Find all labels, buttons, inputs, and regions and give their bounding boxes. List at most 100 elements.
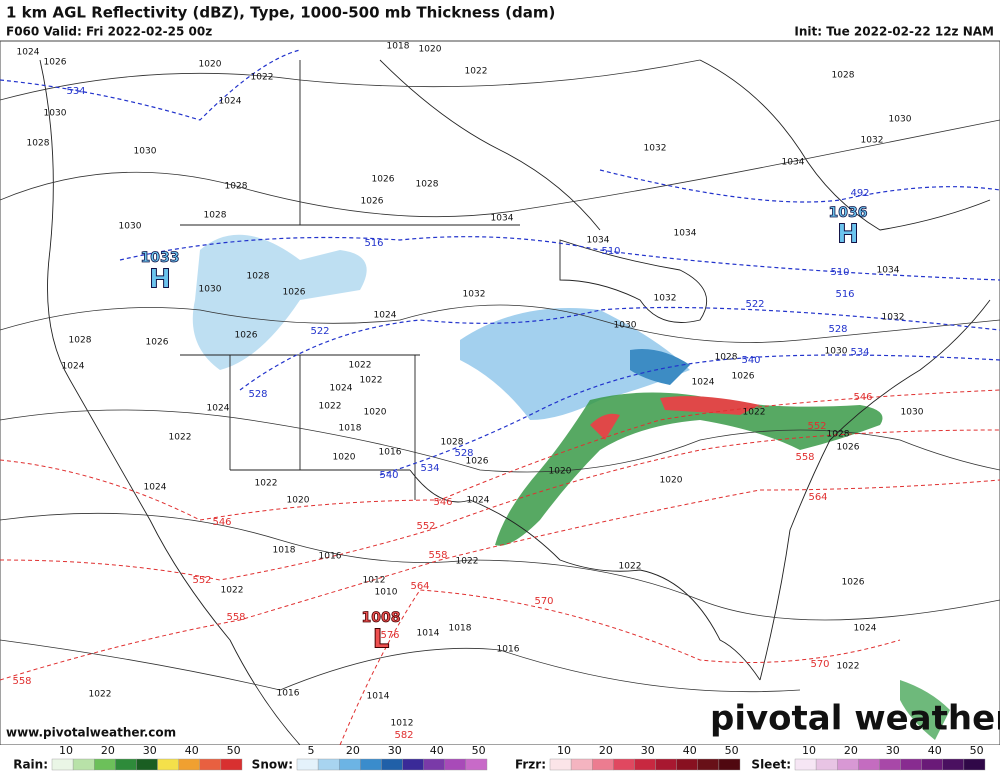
legend-tick: 50 [970, 744, 984, 757]
isobar-label: 1032 [654, 294, 677, 304]
legend-tick: 40 [185, 744, 199, 757]
thickness-label: 546 [853, 392, 872, 403]
isobar-label: 1028 [441, 438, 464, 448]
legend-swatch [921, 758, 943, 771]
isobar-label: 1022 [619, 562, 642, 572]
thickness-label: 522 [745, 299, 764, 310]
legend-swatch [157, 758, 179, 771]
isobar-label: 1024 [854, 624, 877, 634]
isobar-label: 1020 [199, 60, 222, 70]
legend-tick: 30 [143, 744, 157, 757]
isobar-label: 1034 [491, 214, 514, 224]
thickness-label: 576 [380, 630, 399, 641]
legend-tick: 50 [725, 744, 739, 757]
legend-swatch [94, 758, 116, 771]
isobar-label: 1022 [255, 479, 278, 489]
thickness-label: 516 [835, 289, 854, 300]
legend-swatch [51, 758, 74, 771]
legend-swatch [220, 758, 243, 771]
isobar-label: 1020 [419, 45, 442, 55]
watermark: pivotal weather [710, 699, 1000, 739]
legend-swatch [317, 758, 340, 771]
thickness-label: 534 [66, 86, 85, 97]
legend-tick: 10 [59, 744, 73, 757]
legend-swatch [879, 758, 901, 771]
isobar-label: 1028 [832, 71, 855, 81]
valid-time: F060 Valid: Fri 2022-02-25 00z [6, 25, 212, 39]
thickness-label: 516 [364, 238, 383, 249]
thickness-label: 510 [830, 267, 849, 278]
legend-tick: 50 [227, 744, 241, 757]
isobar-label: 1024 [144, 483, 167, 493]
pressure-center-value: 1033 [141, 250, 180, 266]
legend-swatch [963, 758, 986, 771]
pressure-center-value: 1008 [362, 610, 401, 626]
thickness-label: 534 [850, 347, 869, 358]
thickness-label: 558 [795, 452, 814, 463]
isobar-label: 1030 [614, 321, 637, 331]
isobar-label: 1016 [379, 448, 402, 458]
isobar-label: 1024 [219, 97, 242, 107]
isobar-label: 1026 [837, 443, 860, 453]
isobar-label: 1018 [339, 424, 362, 434]
legend-tick: 10 [802, 744, 816, 757]
legend: Rain: 10 20 30 40 50 Snow: 5 20 30 40 50 Frzr: 10 20 30… [13, 744, 986, 772]
thickness-label: 558 [226, 612, 245, 623]
isobar-label: 1022 [169, 433, 192, 443]
legend-swatch [858, 758, 880, 771]
legend-swatch [465, 758, 488, 771]
legend-tick: 10 [557, 744, 571, 757]
thickness-label: 570 [810, 659, 829, 670]
legend-label: Sleet: [751, 758, 791, 772]
isobar-label: 1024 [467, 496, 490, 506]
legend-tick: 20 [346, 744, 360, 757]
isobar-label: 1024 [17, 48, 40, 58]
isobar-label: 1014 [417, 629, 440, 639]
pressure-center-value: 1036 [829, 205, 868, 221]
map-area [0, 40, 1000, 746]
thickness-label: 546 [433, 497, 452, 508]
map-labels: 1024 1026 1020 1022 1024 1030 1028 1030 1026 1028… [12, 42, 923, 742]
isobar-label: 1020 [287, 496, 310, 506]
isobar-label: 1024 [207, 404, 230, 414]
legend-tick: 50 [472, 744, 486, 757]
isobar-label: 1026 [842, 578, 865, 588]
thickness-label: 552 [416, 521, 435, 532]
isobar-label: 1026 [44, 58, 67, 68]
legend-tick: 40 [683, 744, 697, 757]
isobar-label: 1030 [44, 109, 67, 119]
isobar-label: 1022 [89, 690, 112, 700]
thickness-label: 528 [248, 389, 267, 400]
isobar-label: 1028 [204, 211, 227, 221]
init-time: Init: Tue 2022-02-22 12z NAM [794, 25, 994, 39]
isobar-label: 1020 [660, 476, 683, 486]
pressure-center-symbol: H [149, 265, 171, 295]
isobar-label: 1022 [837, 662, 860, 672]
isobar-label: 1028 [715, 353, 738, 363]
legend-tick: 5 [308, 744, 315, 757]
legend-tick: 30 [641, 744, 655, 757]
isobar-label: 1012 [363, 576, 386, 586]
isobar-label: 1034 [877, 266, 900, 276]
thickness-label: 558 [12, 676, 31, 687]
isobar-label: 1030 [134, 147, 157, 157]
isobar-label: 1018 [387, 42, 410, 52]
thickness-label: 570 [534, 596, 553, 607]
isobar-label: 1034 [587, 236, 610, 246]
legend-label: Rain: [13, 758, 48, 772]
source-url: www.pivotalweather.com [6, 726, 176, 740]
isobar-label: 1032 [644, 144, 667, 154]
isobar-label: 1024 [62, 362, 85, 372]
thickness-label: 546 [212, 517, 231, 528]
thickness-label: 582 [394, 730, 413, 741]
legend-swatch [360, 758, 382, 771]
isobar-label: 1022 [465, 67, 488, 77]
legend-label: Frzr: [515, 758, 546, 772]
legend-swatch [592, 758, 614, 771]
legend-tick: 30 [388, 744, 402, 757]
isobar-label: 1022 [221, 586, 244, 596]
legend-tick: 20 [599, 744, 613, 757]
legend-swatch [72, 758, 95, 771]
isobar-label: 1030 [199, 285, 222, 295]
